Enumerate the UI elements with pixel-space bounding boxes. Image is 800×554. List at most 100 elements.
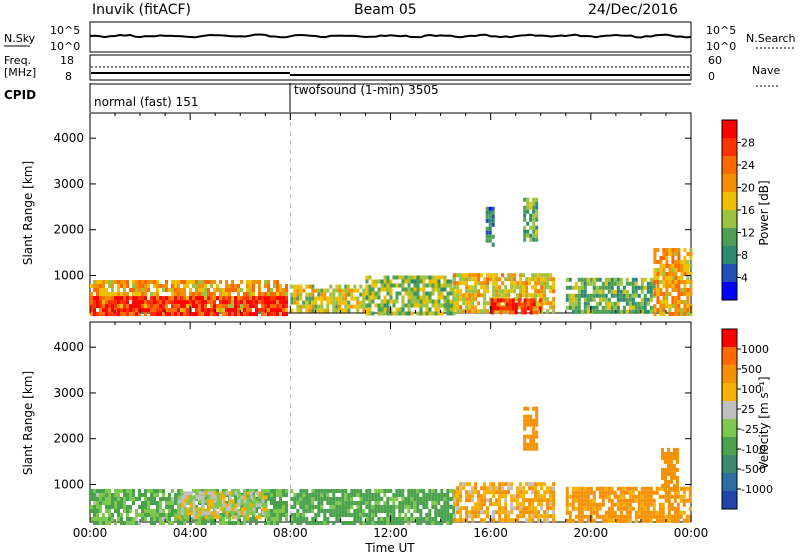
vel-cell — [353, 517, 357, 521]
vel-cell — [159, 517, 162, 521]
vel-cell — [552, 482, 556, 487]
vel-cell — [628, 502, 632, 507]
power-cell — [422, 287, 426, 292]
power-cell — [350, 296, 354, 301]
power-cell — [90, 312, 93, 316]
vel-cell — [673, 494, 677, 499]
vel-cell — [305, 493, 309, 497]
vel-cell — [607, 494, 611, 499]
vel-cell — [434, 497, 438, 501]
power-cell — [174, 296, 177, 301]
power-cell — [299, 308, 303, 313]
vel-cell — [577, 486, 581, 491]
vel-cell — [374, 493, 378, 497]
power-cell — [577, 277, 581, 282]
vel-cell — [649, 498, 653, 503]
power-cell — [204, 280, 207, 284]
vel-cell — [637, 498, 641, 503]
power-cell — [174, 292, 177, 296]
vel-cell — [108, 493, 111, 497]
power-cell — [468, 277, 472, 282]
vel-cell — [162, 521, 165, 525]
power-cell — [586, 309, 590, 314]
vel-cell — [198, 521, 201, 525]
power-cell — [586, 297, 590, 302]
power-cell — [410, 275, 414, 280]
vel-cell — [392, 501, 396, 505]
vel-cell — [519, 514, 523, 519]
vel-cell — [661, 447, 664, 452]
power-cell — [646, 281, 650, 286]
power-cell — [532, 302, 536, 307]
vel-cell — [413, 501, 417, 505]
vel-cell — [604, 514, 608, 519]
power-cell — [102, 284, 105, 288]
power-cell — [425, 283, 429, 288]
vel-cell — [428, 509, 432, 513]
power-cell — [616, 277, 620, 282]
vel-cell — [243, 499, 247, 504]
power-cell — [474, 297, 478, 302]
power-cell — [683, 280, 687, 284]
power-cell — [392, 283, 396, 288]
vel-cell — [299, 517, 303, 521]
power-cell — [619, 297, 623, 302]
power-cell — [201, 288, 204, 292]
power-cell — [537, 301, 541, 306]
power-cell — [465, 281, 469, 286]
vel-cell — [311, 521, 315, 525]
power-cell — [371, 295, 375, 300]
power-cell — [162, 304, 165, 309]
vel-cell — [362, 521, 366, 525]
power-cell — [228, 296, 231, 301]
power-cell — [519, 293, 523, 298]
vel-cell — [595, 502, 599, 507]
power-cell — [646, 297, 650, 302]
power-cell — [183, 288, 186, 292]
vel-cell — [670, 502, 674, 507]
power-cell — [279, 308, 282, 313]
power-cell — [580, 293, 584, 298]
power-cell — [419, 287, 423, 292]
power-cell — [231, 300, 234, 304]
power-cell — [689, 284, 693, 288]
power-cell — [186, 304, 189, 308]
power-cell — [419, 275, 423, 280]
vel-cell — [528, 518, 532, 523]
vel-cell — [332, 509, 336, 513]
power-cell — [305, 300, 309, 305]
power-cell — [523, 217, 527, 222]
vel-cell — [210, 515, 214, 520]
vel-cell — [510, 510, 514, 515]
vel-cell — [583, 490, 587, 495]
power-cell — [628, 309, 632, 314]
vel-cell — [180, 511, 184, 516]
vel-cell — [622, 518, 626, 523]
vel-cell — [96, 521, 99, 525]
power-cell — [534, 281, 538, 286]
vel-cell — [362, 509, 366, 513]
vel-cell — [492, 494, 496, 499]
vel-cell — [661, 502, 665, 507]
vel-cell — [522, 486, 526, 491]
vel-cell — [386, 501, 390, 505]
vel-cell — [643, 498, 647, 503]
power-cell — [105, 300, 108, 305]
vel-cell — [592, 518, 596, 523]
vel-cell — [240, 521, 243, 525]
power-cell — [180, 300, 183, 305]
power-colorbar-tick-label: 12 — [741, 227, 755, 240]
power-cell — [356, 304, 360, 309]
vel-cell — [523, 442, 527, 447]
vel-cell — [183, 495, 187, 500]
power-cell — [159, 308, 162, 313]
power-cell — [410, 287, 414, 292]
vel-cell — [649, 494, 653, 499]
vel-cell — [525, 506, 529, 511]
power-cell — [523, 310, 527, 315]
vel-cell — [374, 521, 378, 525]
power-cell — [135, 284, 138, 288]
power-cell — [407, 279, 411, 284]
vel-cell — [243, 489, 246, 493]
vel-cell — [523, 426, 527, 431]
